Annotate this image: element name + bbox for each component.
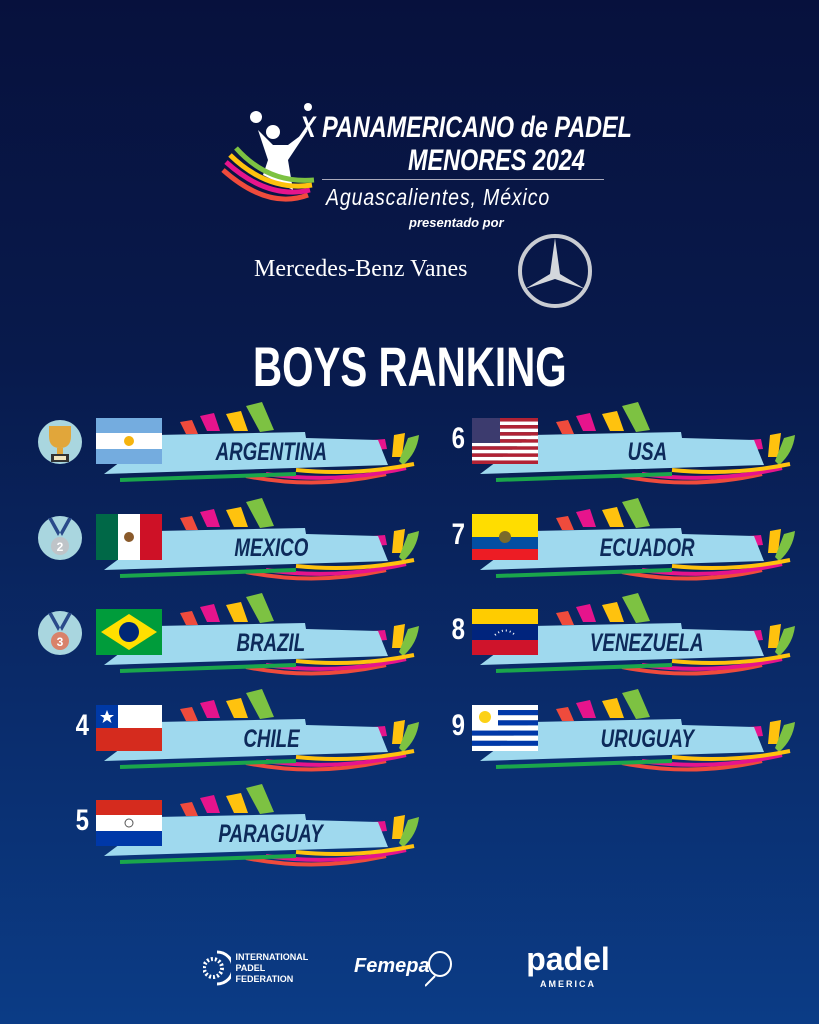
flag-us-icon (472, 418, 538, 464)
rank-number: 6 (451, 422, 466, 455)
ranking-row: 6 USA (412, 400, 795, 490)
ranking-row: 8 VENEZUELA (412, 591, 795, 681)
presented-by: presentado por (409, 215, 504, 230)
ipf-line: FEDERATION (235, 973, 294, 984)
country-banner (104, 814, 388, 856)
ribbon-decoration (119, 784, 419, 867)
flag-uy-icon (472, 704, 538, 751)
country-name: ARGENTINA (215, 438, 327, 466)
ribbon-decoration (495, 688, 795, 771)
ribbon-decoration (119, 593, 419, 676)
ranking-row: 9 URUGUAY (412, 687, 795, 777)
event-title: X PANAMERICANO de PADEL (300, 111, 632, 144)
flag-py-icon (96, 800, 162, 846)
country-banner (480, 718, 764, 761)
event-location: Aguascalientes, México (326, 184, 551, 210)
silver-medal-icon (38, 515, 82, 560)
flag-ar-icon (96, 418, 162, 464)
flag-ec-icon (472, 513, 538, 560)
medal-rank-number: 2 (56, 539, 64, 554)
ipf-line: PADEL (235, 962, 266, 973)
femepa-logo: Femepa (354, 955, 430, 977)
country-banner (480, 527, 764, 570)
ribbon-decoration (119, 497, 419, 580)
medal-rank-number: 3 (56, 635, 64, 649)
country-name: CHILE (242, 724, 300, 753)
america-word: AMERICA (540, 979, 596, 989)
ranking-row: 1ARGENTINA (36, 400, 419, 490)
ribbon-decoration (119, 402, 419, 485)
ranking-row: 5 PARAGUAY (36, 782, 419, 872)
rank-number: 5 (75, 804, 90, 837)
ribbon-decoration (495, 593, 795, 676)
mercedes-star-icon (518, 234, 592, 308)
padel-america-logo: padel AMERICA (519, 940, 617, 990)
ipf-logo: INTERNATIONAL PADEL FEDERATION (202, 950, 309, 986)
country-banner (104, 432, 388, 474)
country-banner (104, 718, 388, 761)
ribbon-decoration (495, 497, 795, 580)
divider (322, 179, 604, 180)
flag-br-icon (96, 609, 162, 655)
event-logo-icon (221, 103, 315, 202)
padel-word: padel (526, 941, 610, 977)
country-banner (480, 623, 764, 665)
country-name: USA (627, 438, 667, 466)
ipf-line: INTERNATIONAL (235, 951, 309, 962)
sponsor-name: Mercedes-Benz Vanes (254, 256, 468, 282)
country-name: MEXICO (234, 533, 308, 562)
country-banner (104, 527, 388, 570)
page-title: BOYS RANKING (252, 335, 567, 398)
trophy-icon (38, 420, 82, 464)
country-banner (104, 623, 388, 665)
flag-ve-icon (472, 609, 538, 655)
country-name: ECUADOR (599, 533, 695, 562)
event-subtitle: MENORES 2024 (408, 144, 585, 177)
ranking-row: 2 MEXICO (36, 496, 419, 586)
ribbon-decoration (119, 688, 419, 771)
country-banner (480, 432, 764, 474)
ranking-row: 3 BRAZIL (36, 591, 419, 681)
rank-number: 9 (451, 708, 466, 742)
country-name: VENEZUELA (590, 629, 704, 657)
bronze-medal-icon (38, 611, 82, 655)
flag-cl-icon (96, 704, 162, 751)
country-name: URUGUAY (600, 724, 694, 753)
rank-number: 8 (451, 613, 466, 646)
padel-racket-icon (425, 951, 452, 987)
rank-number: 7 (451, 517, 466, 551)
country-name: BRAZIL (236, 629, 306, 657)
rank-number: 4 (75, 708, 90, 742)
ipf-ball-icon (202, 950, 235, 986)
flag-mx-icon (96, 513, 162, 560)
ranking-row: 7 ECUADOR (412, 496, 795, 586)
ranking-row: 4 CHILE (36, 687, 419, 777)
country-name: PARAGUAY (218, 820, 324, 848)
